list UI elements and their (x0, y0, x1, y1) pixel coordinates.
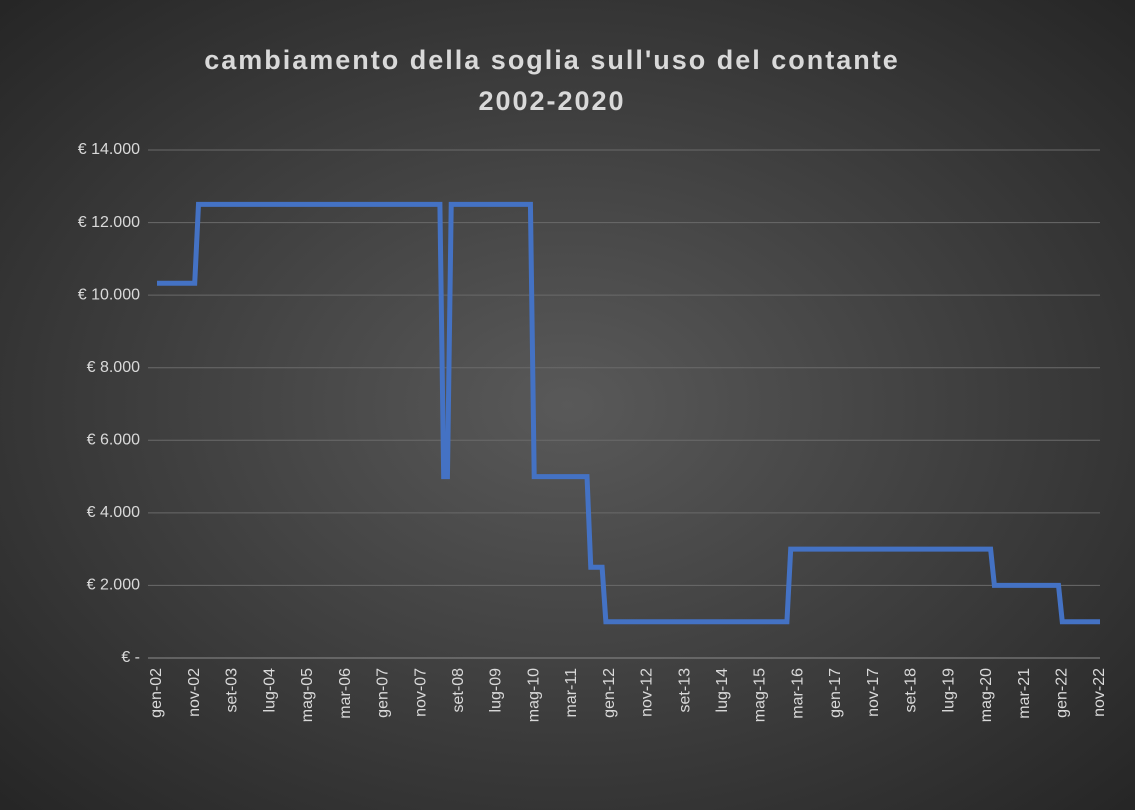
x-tick-label: lug-09 (488, 668, 505, 713)
y-tick-label: € - (121, 649, 140, 666)
chart-title: cambiamento della soglia sull'uso del co… (204, 45, 900, 75)
x-tick-label: mar-21 (1016, 668, 1033, 719)
x-tick-label: set-08 (450, 668, 467, 713)
y-tick-label: € 14.000 (78, 141, 140, 158)
chart-title: 2002-2020 (478, 86, 625, 116)
x-tick-label: gen-22 (1053, 668, 1070, 718)
x-tick-label: nov-02 (186, 668, 203, 717)
y-tick-label: € 2.000 (87, 577, 140, 594)
x-tick-label: mar-11 (563, 668, 580, 718)
x-tick-label: nov-12 (639, 668, 656, 717)
x-tick-label: mar-16 (789, 668, 806, 719)
x-tick-label: mar-06 (337, 668, 354, 719)
x-tick-label: set-18 (903, 668, 920, 713)
x-tick-label: mag-15 (752, 668, 769, 722)
x-tick-label: gen-17 (827, 668, 844, 718)
y-tick-label: € 4.000 (87, 504, 140, 521)
x-tick-label: lug-14 (714, 668, 731, 713)
x-tick-label: set-03 (224, 668, 241, 713)
x-tick-label: nov-07 (412, 668, 429, 717)
x-tick-label: mag-20 (978, 668, 995, 722)
y-tick-label: € 8.000 (87, 359, 140, 376)
y-tick-label: € 10.000 (78, 286, 140, 303)
y-tick-label: € 6.000 (87, 432, 140, 449)
x-tick-label: lug-19 (940, 668, 957, 713)
x-tick-label: gen-12 (601, 668, 618, 718)
x-tick-label: mag-05 (299, 668, 316, 722)
x-tick-label: nov-17 (865, 668, 882, 717)
x-tick-label: mag-10 (525, 668, 542, 722)
x-tick-label: gen-07 (375, 668, 392, 718)
x-tick-label: nov-22 (1091, 668, 1108, 717)
y-tick-label: € 12.000 (78, 214, 140, 231)
x-tick-label: lug-04 (261, 668, 278, 713)
x-tick-label: gen-02 (148, 668, 165, 718)
data-line (157, 201, 1100, 625)
x-tick-label: set-13 (676, 668, 693, 713)
